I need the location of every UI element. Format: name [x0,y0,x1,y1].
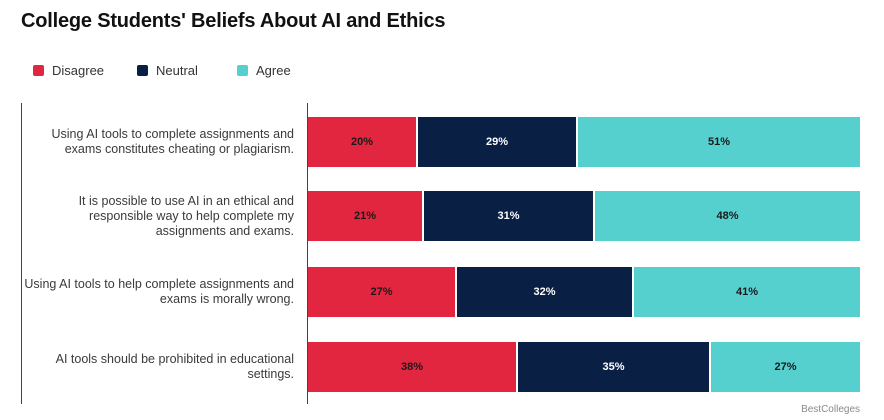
bar-segment-disagree: 38% [308,342,518,392]
legend-label-disagree: Disagree [52,63,105,78]
source-credit: BestColleges [801,404,860,415]
bar-segment-disagree: 20% [308,117,418,167]
category-axis-line [307,103,308,404]
data-label: 27% [370,286,393,298]
category-label-line: It is possible to use AI in an ethical a… [78,193,294,208]
bar-segment-agree: 51% [578,117,860,167]
data-label: 21% [353,210,377,222]
bar-segment-neutral: 35% [518,342,711,392]
bar-row: 27% 32% 41% [308,267,860,317]
bar-segment-disagree: 21% [308,191,424,241]
legend-swatch-agree [237,65,248,76]
category-label: Using AI tools to help complete assignme… [22,267,294,317]
legend-label-neutral: Neutral [156,63,198,78]
data-label: 41% [735,286,759,298]
category-label-line: responsible way to help complete my [89,208,294,223]
bar-segment-neutral: 29% [418,117,578,167]
data-label: 32% [533,286,556,298]
category-label-line: exams constitutes cheating or plagiarism… [64,142,294,156]
category-label-line: AI tools should be prohibited in educati… [55,352,294,366]
bar-row: 21% 31% 48% [308,191,860,241]
chart-title: College Students' Beliefs About AI and E… [21,10,446,32]
data-label: 20% [350,136,374,148]
category-label-line: exams is morally wrong. [159,292,294,306]
category-label-line: assignments and exams. [155,223,294,238]
bar-segment-agree: 27% [711,342,860,392]
category-label: It is possible to use AI in an ethical a… [22,191,294,241]
category-label-line: Using AI tools to complete assignments a… [51,127,295,141]
category-label: AI tools should be prohibited in educati… [22,342,294,392]
legend-swatch-disagree [33,65,44,76]
bar-segment-agree: 41% [634,267,860,317]
left-axis-line [21,103,22,404]
data-label: 38% [400,361,424,373]
bar-segment-disagree: 27% [308,267,457,317]
bar-segment-neutral: 31% [424,191,595,241]
data-label: 27% [774,361,797,373]
bar-row: 20% 29% 51% [308,117,860,167]
data-label: 35% [602,361,625,373]
bar-segment-agree: 48% [595,191,860,241]
bar-row: 38% 35% 27% [308,342,860,392]
data-label: 31% [497,210,520,222]
legend-swatch-neutral [137,65,148,76]
bar-segment-neutral: 32% [457,267,634,317]
category-label-line: settings. [247,367,294,381]
legend-label-agree: Agree [256,63,291,78]
data-label: 29% [485,136,509,148]
category-label: Using AI tools to complete assignments a… [22,117,295,167]
data-label: 51% [707,136,731,148]
category-label-line: Using AI tools to help complete assignme… [24,277,294,291]
data-label: 48% [716,210,739,222]
